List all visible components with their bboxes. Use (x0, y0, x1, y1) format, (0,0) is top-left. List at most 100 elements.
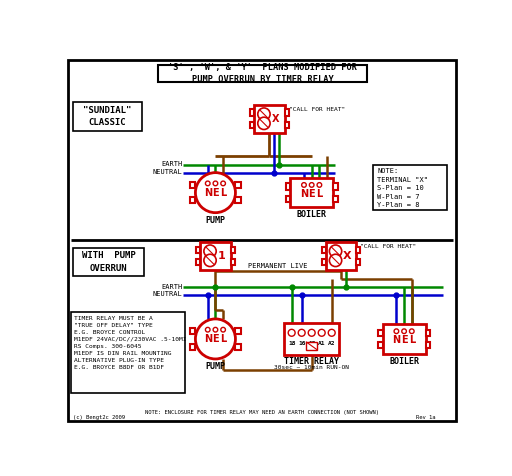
Bar (382, 324, 425, 354)
Circle shape (329, 254, 342, 267)
Bar (378, 330, 382, 336)
Circle shape (329, 245, 342, 258)
Text: 16: 16 (298, 341, 306, 346)
Text: PUMP: PUMP (205, 216, 225, 225)
Circle shape (288, 329, 295, 336)
Bar (333, 196, 338, 202)
Bar (196, 247, 200, 253)
Circle shape (317, 183, 322, 187)
Bar (373, 165, 447, 209)
Text: L: L (220, 188, 226, 198)
Text: 15: 15 (308, 341, 315, 346)
Text: E: E (212, 188, 219, 198)
Circle shape (221, 327, 225, 332)
Circle shape (308, 329, 315, 336)
Bar (306, 342, 317, 350)
Bar (190, 328, 196, 334)
Bar (285, 122, 289, 128)
Circle shape (328, 329, 335, 336)
Circle shape (258, 108, 270, 120)
Text: 18: 18 (288, 341, 295, 346)
Text: "CALL FOR HEAT": "CALL FOR HEAT" (360, 244, 416, 249)
Text: 30sec ~ 10min RUN-ON: 30sec ~ 10min RUN-ON (274, 365, 349, 370)
Bar (200, 242, 231, 269)
Text: L: L (409, 336, 415, 346)
Text: TIMER RELAY: TIMER RELAY (284, 357, 339, 366)
Bar (290, 178, 333, 207)
Bar (250, 109, 254, 116)
Text: BOILER: BOILER (296, 210, 327, 219)
Bar (378, 342, 382, 348)
Text: NEUTRAL: NEUTRAL (153, 291, 182, 298)
Text: NEUTRAL: NEUTRAL (153, 169, 182, 175)
Bar (284, 323, 339, 355)
Text: A1: A1 (318, 341, 326, 346)
Bar (356, 247, 360, 253)
Text: WITH  PUMP
OVERRUN: WITH PUMP OVERRUN (81, 251, 135, 273)
Text: 1: 1 (218, 251, 225, 261)
Bar (333, 183, 338, 189)
Text: L: L (220, 334, 226, 344)
Circle shape (205, 181, 210, 186)
Bar (231, 247, 234, 253)
Text: A2: A2 (328, 341, 335, 346)
Circle shape (402, 329, 407, 334)
Circle shape (213, 327, 218, 332)
Text: E: E (401, 336, 408, 346)
Bar (286, 183, 290, 189)
Bar (425, 330, 430, 336)
Circle shape (298, 329, 305, 336)
Circle shape (204, 254, 216, 267)
Text: N: N (300, 189, 308, 199)
Text: PUMP: PUMP (205, 362, 225, 371)
Circle shape (394, 329, 399, 334)
Bar (236, 182, 241, 188)
Text: Rev 1a: Rev 1a (416, 415, 435, 420)
Text: EARTH: EARTH (161, 161, 182, 167)
Circle shape (221, 181, 225, 186)
Circle shape (318, 329, 325, 336)
Bar (326, 242, 356, 269)
Bar (72, 312, 185, 393)
Text: "SUNDIAL"
CLASSIC: "SUNDIAL" CLASSIC (83, 106, 132, 127)
Text: 'S' , 'W', & 'Y'  PLANS MODIFIED FOR
PUMP OVERRUN BY TIMER RELAY: 'S' , 'W', & 'Y' PLANS MODIFIED FOR PUMP… (168, 63, 357, 84)
Text: L: L (316, 189, 323, 199)
Text: X: X (272, 114, 279, 124)
Bar (190, 197, 196, 203)
Bar (190, 344, 196, 350)
Bar (158, 65, 367, 82)
Bar (73, 102, 142, 131)
Text: NOTE: ENCLOSURE FOR TIMER RELAY MAY NEED AN EARTH CONNECTION (NOT SHOWN): NOTE: ENCLOSURE FOR TIMER RELAY MAY NEED… (145, 410, 379, 416)
Bar (285, 109, 289, 116)
Bar (254, 105, 285, 133)
Text: BOILER: BOILER (389, 357, 419, 366)
Text: E: E (308, 189, 315, 199)
Circle shape (309, 183, 314, 187)
Bar (190, 182, 196, 188)
Bar (322, 259, 326, 265)
Text: (c) Bengt2c 2009: (c) Bengt2c 2009 (73, 415, 125, 420)
Text: "CALL FOR HEAT": "CALL FOR HEAT" (289, 107, 345, 112)
Text: NOTE:
TERMINAL "X"
S-Plan = 10
W-Plan = 7
Y-Plan = 8: NOTE: TERMINAL "X" S-Plan = 10 W-Plan = … (377, 168, 428, 208)
Circle shape (205, 327, 210, 332)
Bar (250, 122, 254, 128)
Text: E: E (212, 334, 219, 344)
Bar (236, 197, 241, 203)
Bar (236, 328, 241, 334)
Text: N: N (204, 188, 212, 198)
Bar (322, 247, 326, 253)
Bar (231, 259, 234, 265)
Circle shape (196, 173, 236, 213)
Text: PERMANENT LIVE: PERMANENT LIVE (248, 263, 308, 269)
Text: TIMER RELAY MUST BE A
"TRUE OFF DELAY" TYPE
E.G. BROYCE CONTROL
M1EDF 24VAC/DC//: TIMER RELAY MUST BE A "TRUE OFF DELAY" T… (74, 316, 186, 370)
Bar (236, 344, 241, 350)
Bar (286, 196, 290, 202)
Text: N: N (392, 336, 400, 346)
Text: EARTH: EARTH (161, 284, 182, 289)
Circle shape (302, 183, 306, 187)
Bar (73, 248, 144, 276)
Bar (196, 259, 200, 265)
Circle shape (204, 245, 216, 258)
Circle shape (410, 329, 414, 334)
Text: N: N (204, 334, 212, 344)
